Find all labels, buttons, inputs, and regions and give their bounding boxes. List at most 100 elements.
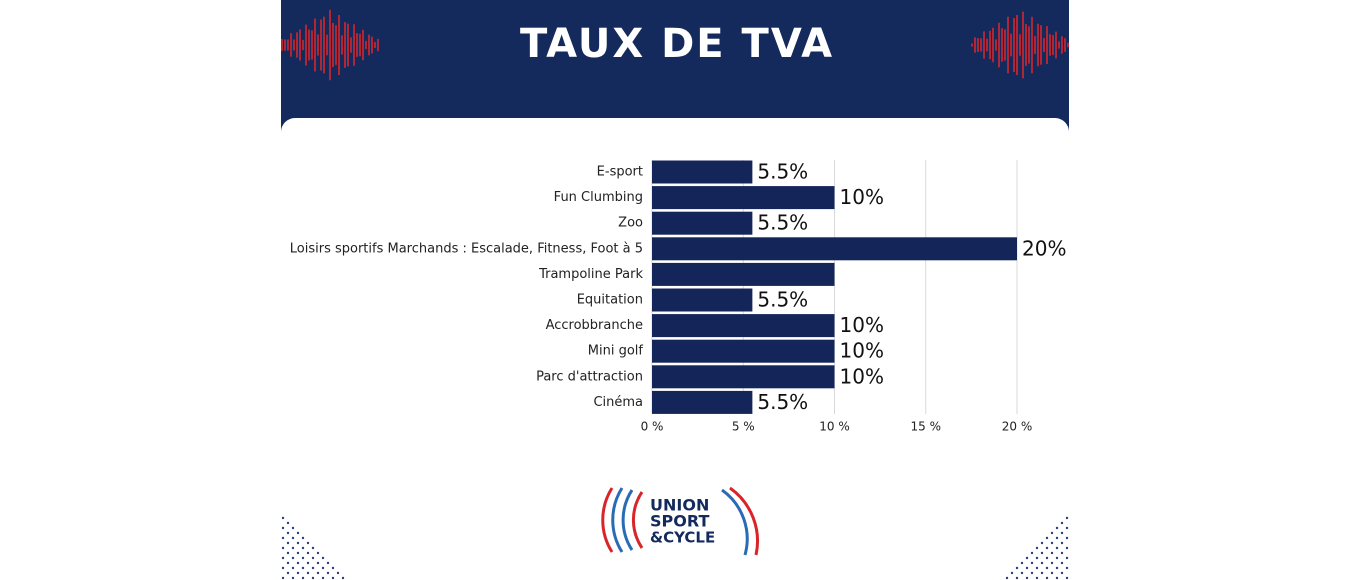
logo-arc: [621, 489, 634, 551]
dot: [306, 541, 310, 545]
dot: [306, 571, 310, 575]
dot: [1025, 556, 1029, 560]
dot: [1015, 566, 1019, 570]
dot: [281, 526, 285, 530]
dot: [1035, 576, 1039, 580]
dot: [286, 531, 290, 535]
dot: [301, 566, 305, 570]
dot: [1040, 571, 1044, 575]
data-label: 10%: [840, 364, 884, 388]
dot: [296, 551, 300, 555]
y-tick-label: Zoo: [618, 216, 643, 231]
dot: [316, 561, 320, 565]
data-label: 10%: [840, 339, 884, 363]
data-label: 5.5%: [757, 160, 808, 184]
dot: [286, 521, 290, 525]
waveforms: [281, 9, 1069, 81]
bar: [652, 262, 835, 286]
header: [281, 0, 1069, 140]
x-tick-label: 0 %: [641, 420, 664, 434]
dot: [1045, 566, 1049, 570]
data-label: 20%: [1022, 236, 1066, 260]
dot: [321, 566, 325, 570]
dot: [1035, 556, 1039, 560]
dot: [1030, 551, 1034, 555]
dot: [311, 576, 315, 580]
logo-arc: [601, 487, 614, 553]
dot: [1055, 566, 1059, 570]
y-tick-label: Parc d'attraction: [536, 369, 643, 384]
x-tick-label: 10 %: [819, 420, 850, 434]
bar: [652, 237, 1017, 261]
dot: [1060, 551, 1064, 555]
dot: [1060, 541, 1064, 545]
dot: [1030, 561, 1034, 565]
dot: [291, 526, 295, 530]
y-tick-label: Accrobbranche: [546, 318, 643, 333]
dot: [281, 546, 285, 550]
dot: [281, 516, 285, 520]
logo-text: UNION: [650, 496, 709, 515]
dot: [1065, 536, 1069, 540]
dot: [1050, 541, 1054, 545]
bar: [652, 211, 753, 235]
dot: [281, 576, 285, 580]
dot: [1015, 576, 1019, 580]
logo-text: SPORT: [650, 512, 709, 531]
bar: [652, 390, 753, 414]
dot: [296, 541, 300, 545]
dot: [1040, 551, 1044, 555]
bar: [652, 160, 753, 184]
dot: [301, 546, 305, 550]
dot: [301, 556, 305, 560]
bar: [652, 365, 835, 389]
dot: [286, 561, 290, 565]
dot: [1025, 566, 1029, 570]
logo-arc: [729, 486, 759, 556]
dot: [1055, 536, 1059, 540]
data-label: 5.5%: [757, 211, 808, 235]
dot: [1045, 556, 1049, 560]
dot: [281, 566, 285, 570]
x-tick-label: 15 %: [911, 420, 942, 434]
dot: [336, 571, 340, 575]
dot: [1055, 526, 1059, 530]
chart-title: TAUX DE TVA: [520, 21, 834, 67]
dot: [1060, 531, 1064, 535]
data-label: 5.5%: [757, 288, 808, 312]
logo-arc: [631, 491, 644, 549]
dot: [1065, 516, 1069, 520]
y-tick-label: Mini golf: [588, 344, 644, 359]
dot: [296, 531, 300, 535]
y-tick-label: Cinéma: [593, 395, 643, 410]
dot: [1050, 551, 1054, 555]
bar: [652, 339, 835, 363]
dot: [1060, 571, 1064, 575]
dot: [316, 571, 320, 575]
dot: [286, 541, 290, 545]
dot: [326, 571, 330, 575]
dot: [296, 561, 300, 565]
data-label: 10%: [840, 313, 884, 337]
dot: [1010, 571, 1014, 575]
dot: [281, 536, 285, 540]
dot: [291, 556, 295, 560]
dot: [341, 576, 345, 580]
data-label: 5.5%: [757, 390, 808, 414]
dot: [1065, 566, 1069, 570]
dot: [291, 576, 295, 580]
dot: [1065, 556, 1069, 560]
dot: [1065, 526, 1069, 530]
logo-text: &CYCLE: [650, 529, 715, 547]
y-tick-label: Loisirs sportifs Marchands : Escalade, F…: [290, 241, 643, 256]
dot: [1050, 571, 1054, 575]
dot: [306, 551, 310, 555]
dot: [331, 566, 335, 570]
dot: [1040, 561, 1044, 565]
bar: [652, 288, 753, 312]
y-tick-label: E-sport: [597, 165, 643, 180]
logo-arc: [721, 488, 749, 556]
data-label: 10%: [840, 185, 884, 209]
dot: [1060, 521, 1064, 525]
dot: [331, 576, 335, 580]
